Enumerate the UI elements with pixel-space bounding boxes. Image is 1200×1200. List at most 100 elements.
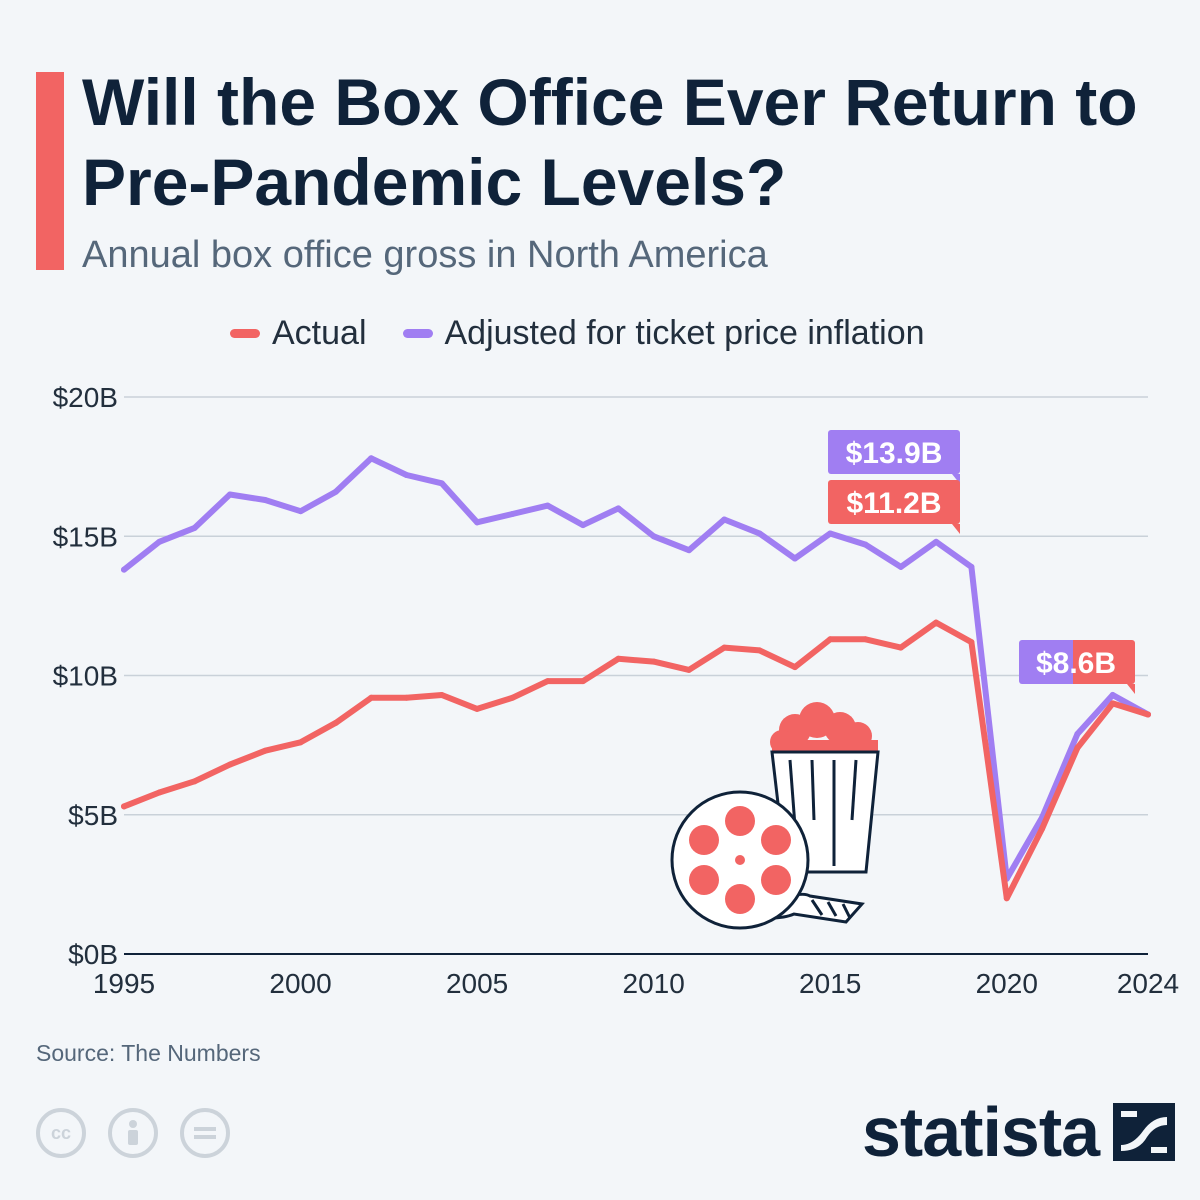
data-point-actual — [862, 636, 869, 643]
y-tick-label: $20B — [53, 382, 118, 413]
data-point-actual — [933, 619, 940, 626]
x-tick-label: 2010 — [623, 968, 685, 999]
data-point-adjusted — [121, 566, 127, 573]
data-point-actual — [791, 664, 798, 671]
data-point-adjusted — [191, 524, 198, 531]
film-reel-icon — [670, 790, 810, 930]
data-point-adjusted — [403, 471, 410, 478]
data-point-actual — [262, 747, 269, 754]
data-point-adjusted — [332, 488, 339, 495]
data-point-actual — [650, 658, 657, 665]
data-point-actual — [1145, 711, 1151, 718]
data-point-adjusted — [262, 497, 269, 504]
data-point-adjusted — [862, 541, 869, 548]
data-point-actual — [509, 694, 516, 701]
legend-label-actual: Actual — [272, 314, 367, 352]
series-line-adjusted — [121, 455, 1151, 882]
data-point-adjusted — [897, 563, 904, 570]
data-point-adjusted — [438, 480, 445, 487]
data-point-actual — [1074, 744, 1081, 751]
data-point-actual — [368, 694, 375, 701]
data-point-actual — [1003, 895, 1010, 902]
data-point-adjusted — [1109, 691, 1116, 698]
data-point-actual — [685, 666, 692, 673]
data-point-adjusted — [580, 522, 587, 529]
x-tick-label: 2020 — [976, 968, 1038, 999]
data-point-adjusted — [1074, 730, 1081, 737]
data-point-actual — [438, 691, 445, 698]
data-point-actual — [544, 678, 551, 685]
data-point-actual — [721, 644, 728, 651]
data-point-adjusted — [685, 547, 692, 554]
chart-title: Will the Box Office Ever Return to Pre-P… — [82, 65, 1138, 219]
x-tick-label: 1995 — [93, 968, 155, 999]
x-tick-label: 2024 — [1117, 968, 1179, 999]
popcorn-film-reel-illustration — [670, 702, 880, 930]
data-point-actual — [827, 636, 834, 643]
license-icons: cc — [36, 1108, 252, 1158]
data-point-actual — [968, 639, 975, 646]
data-point-adjusted — [721, 516, 728, 523]
data-point-actual — [580, 678, 587, 685]
statista-logo[interactable]: statista — [862, 1092, 1176, 1172]
line-chart: $0B $5B $10B $15B $20B 1995 2000 2005 2010 2015 20… — [53, 382, 1180, 999]
y-tick-label: $15B — [53, 521, 118, 552]
data-point-adjusted — [933, 538, 940, 545]
data-point-actual — [1109, 700, 1116, 707]
source-note: Source: The Numbers — [36, 1040, 261, 1066]
grid-layer — [124, 396, 1148, 955]
data-point-adjusted — [509, 510, 516, 517]
data-point-actual — [156, 789, 163, 796]
x-tick-label: 2005 — [446, 968, 508, 999]
statista-mark-icon — [1113, 1103, 1176, 1161]
callout-actual-2019-label: $11.2B — [846, 487, 941, 520]
data-point-actual — [756, 647, 763, 654]
data-point-adjusted — [474, 519, 481, 526]
axis-layer: $0B $5B $10B $15B $20B 1995 2000 2005 2010 2015 20… — [53, 382, 1180, 999]
callout-adjusted-2019: $13.9B — [828, 430, 960, 484]
callout-actual-2019: $11.2B — [828, 480, 960, 534]
callout-latest-2024: $8.6B — [1019, 640, 1135, 694]
legend-item-actual: Actual — [230, 314, 367, 353]
legend-swatch-adjusted — [402, 329, 433, 338]
callout-adjusted-2019-label: $13.9B — [846, 437, 943, 470]
x-tick-label: 2000 — [269, 968, 331, 999]
data-point-adjusted — [368, 455, 375, 462]
x-tick-label: 2015 — [799, 968, 861, 999]
callout-layer: $13.9B $11.2B $8.6B — [828, 430, 1135, 694]
data-point-adjusted — [615, 505, 622, 512]
data-point-adjusted — [544, 502, 551, 509]
data-point-adjusted — [968, 563, 975, 570]
y-tick-label: $10B — [53, 661, 118, 692]
chart-legend: Actual Adjusted for ticket price inflati… — [230, 314, 961, 353]
legend-item-adjusted: Adjusted for ticket price inflation — [402, 314, 925, 353]
data-point-adjusted — [156, 538, 163, 545]
series-line-actual — [121, 619, 1151, 902]
data-point-adjusted — [791, 555, 798, 562]
data-point-adjusted — [756, 530, 763, 537]
data-point-actual — [226, 761, 233, 768]
attribution-icon[interactable] — [108, 1108, 158, 1158]
data-point-adjusted — [827, 530, 834, 537]
data-point-actual — [474, 705, 481, 712]
data-point-actual — [615, 655, 622, 662]
chart-subtitle: Annual box office gross in North America — [82, 234, 768, 276]
data-point-actual — [191, 778, 198, 785]
title-accent-bar — [36, 72, 64, 270]
data-point-actual — [897, 644, 904, 651]
data-point-actual — [121, 803, 127, 810]
data-point-adjusted — [297, 508, 304, 515]
creative-commons-icon[interactable]: cc — [36, 1108, 86, 1158]
statista-wordmark: statista — [862, 1093, 1100, 1171]
data-point-actual — [403, 694, 410, 701]
y-tick-label: $0B — [68, 939, 118, 970]
legend-label-adjusted: Adjusted for ticket price inflation — [444, 314, 925, 352]
data-point-adjusted — [226, 491, 233, 498]
data-point-adjusted — [650, 533, 657, 540]
legend-swatch-actual — [230, 329, 260, 338]
no-derivatives-icon[interactable] — [180, 1108, 230, 1158]
data-point-actual — [332, 719, 339, 726]
callout-latest-2024-label: $8.6B — [1036, 647, 1116, 680]
series-layer — [121, 455, 1151, 902]
data-point-actual — [1039, 825, 1046, 832]
